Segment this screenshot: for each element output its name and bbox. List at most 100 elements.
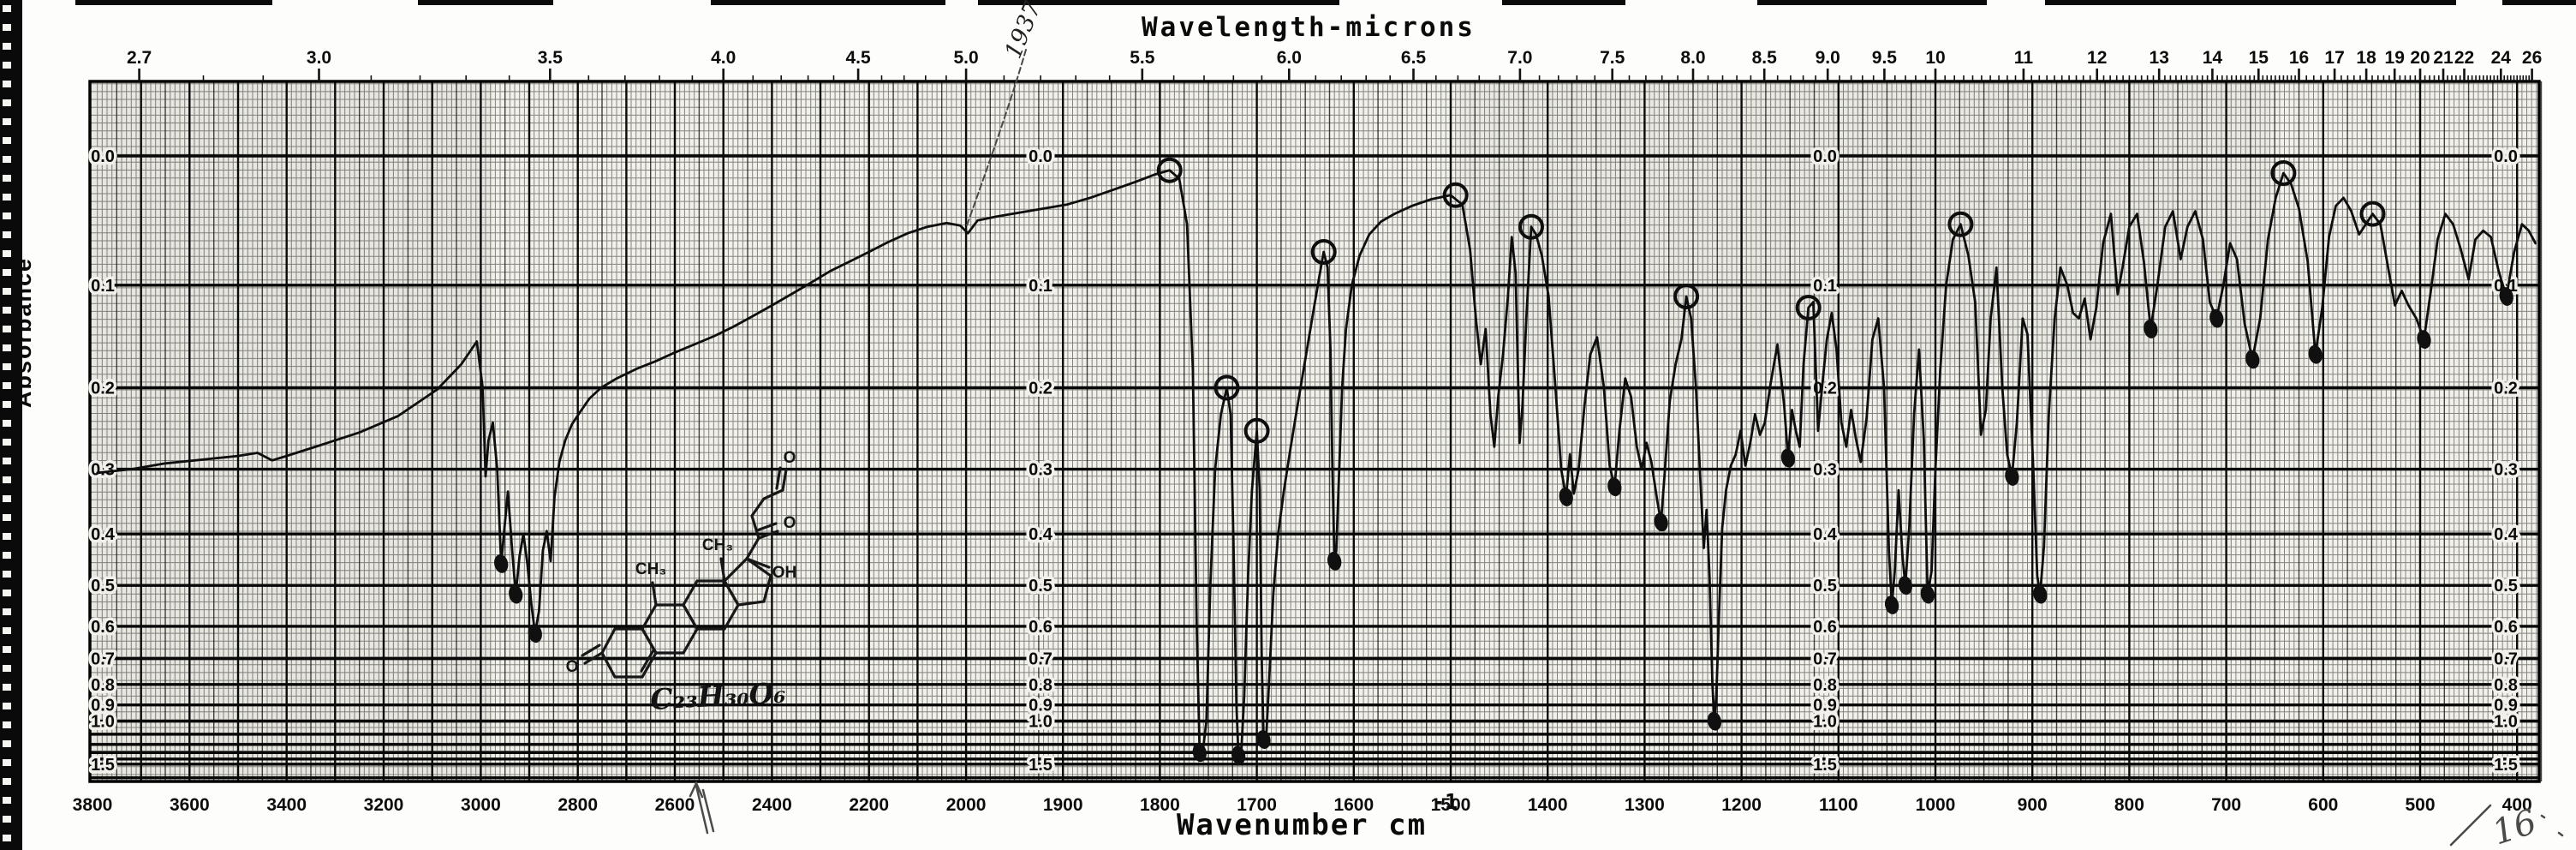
pen-ink-blob: [1898, 576, 1913, 596]
absorbance-tick-label-col3: 0.8: [1813, 676, 1837, 695]
absorbance-tick-label-col3: 0.0: [1813, 147, 1837, 166]
pen-ink-blob: [2245, 350, 2260, 369]
wavenumber-tick-label: 800: [2114, 795, 2144, 815]
wavelength-tick-label: 7.0: [1507, 48, 1532, 68]
absorbance-tick-label-col1: 0.9: [91, 697, 115, 715]
wavelength-tick-label: 17: [2324, 48, 2344, 68]
wavelength-tick-label: 18: [2356, 48, 2376, 68]
absorbance-tick-label-col2: 0.4: [1029, 525, 1053, 544]
wavenumber-tick-label: 900: [2018, 795, 2048, 815]
scan-top-bar-segment: [418, 0, 553, 5]
absorbance-tick-label-col1: 0.0: [91, 147, 115, 166]
wavelength-tick-label: 2.7: [127, 48, 152, 68]
circled-point-marker: [1310, 239, 1337, 265]
absorbance-tick-label-col2: 0.0: [1029, 147, 1052, 166]
wavenumber-tick-label: 3400: [266, 795, 307, 815]
structure-bond: [750, 488, 784, 540]
pen-ink-blob: [2209, 308, 2224, 328]
scan-left-strip-dash: [3, 590, 11, 596]
absorbance-tick-label-col4: 0.2: [2494, 380, 2518, 398]
wavenumber-tick-label: 1500: [1431, 795, 1471, 815]
absorbance-tick-label-col1: 0.2: [91, 380, 115, 398]
scan-left-strip-dash: [3, 665, 11, 672]
scan-left-strip-dash: [3, 740, 11, 747]
structure-ketone-o-label: O: [566, 658, 579, 676]
structure-bond: [581, 643, 604, 665]
wavenumber-tick-label: 2600: [655, 795, 695, 815]
absorbance-tick-label-col2: 0.8: [1029, 676, 1052, 695]
wavelength-major-ticks: [138, 69, 2533, 81]
wavelength-axis-title: Wavelength-microns: [1142, 12, 1476, 43]
scan-left-strip-dash: [3, 363, 11, 370]
wavelength-tick-label: 10: [1925, 48, 1945, 68]
wavelength-tick-label: 9.0: [1816, 48, 1840, 68]
absorbance-tick-label-col4: 0.0: [2494, 147, 2518, 166]
scan-left-strip-dash: [3, 326, 11, 332]
absorbance-tick-label-col3: 1.0: [1813, 713, 1837, 732]
absorbance-tick-label-col2: 0.6: [1029, 618, 1052, 637]
absorbance-tick-label-col3: 0.1: [1813, 277, 1837, 296]
wavenumber-tick-label: 1200: [1721, 795, 1762, 815]
annotation-leader-line: [965, 49, 1027, 229]
pen-ink-blob: [2308, 344, 2323, 364]
wavelength-tick-label: 21: [2433, 48, 2454, 68]
scan-left-strip-dash: [3, 797, 11, 804]
wavelength-tick-label: 9.5: [1872, 48, 1898, 68]
structure-bond: [723, 556, 772, 607]
pen-ink-blob: [1707, 711, 1722, 731]
absorbance-tick-label-col1: 0.5: [91, 577, 115, 596]
absorbance-tick-label-col2: 0.3: [1029, 461, 1052, 480]
circled-point-marker: [1442, 182, 1469, 208]
scan-left-strip-dash: [3, 552, 11, 559]
structure-bond: [719, 557, 726, 583]
scan-left-strip-dash: [3, 344, 11, 351]
scan-left-strip-dash: [3, 156, 11, 163]
absorbance-tick-label-col1: 0.7: [91, 650, 115, 669]
structure-bond: [755, 522, 779, 540]
pen-ink-blob: [528, 624, 542, 643]
wavelength-tick-label: 24: [2491, 48, 2512, 68]
pen-ink-blob: [509, 584, 523, 604]
pen-ink-blob: [1654, 512, 1668, 532]
absorbance-tick-label-col4: 0.6: [2494, 618, 2518, 637]
scan-left-strip-dash: [3, 533, 11, 540]
scan-top-bar-segment: [711, 0, 945, 5]
wavelength-tick-label: 5.0: [953, 48, 978, 68]
wavenumber-tick-label: 2800: [558, 795, 598, 815]
structure-bond: [745, 557, 771, 569]
wavelength-tick-label: 13: [2150, 48, 2169, 68]
absorbance-tick-label-col3: 0.2: [1813, 380, 1837, 398]
wavelength-tick-label: 8.5: [1752, 48, 1778, 68]
scan-left-strip-dash: [3, 81, 11, 87]
wavenumber-tick-label: 2400: [752, 795, 792, 815]
scan-top-bar-segment: [978, 0, 1339, 5]
absorbance-tick-label-col1: 1.5: [91, 756, 115, 775]
wavelength-tick-label: 20: [2410, 48, 2430, 68]
absorbance-tick-label-col4: 0.8: [2494, 676, 2518, 695]
absorbance-tick-label-col4: 0.9: [2494, 697, 2518, 715]
wavelength-tick-label: 4.5: [845, 48, 871, 68]
scan-left-strip-dash: [3, 495, 11, 502]
circled-point-marker: [1673, 284, 1700, 309]
wavelength-tick-label: 6.0: [1277, 48, 1302, 68]
circled-point-marker: [2270, 160, 2297, 186]
circled-point-marker: [1947, 211, 1974, 237]
absorbance-tick-label-col1: 0.8: [91, 676, 115, 695]
pen-ink-blob: [494, 554, 509, 573]
wavenumber-tick-label: 1900: [1043, 795, 1083, 815]
scan-left-strip-dash: [3, 269, 11, 276]
wavenumber-tick-label: 1400: [1528, 795, 1568, 815]
scan-left-strip-dash: [3, 703, 11, 709]
structure-carbonyl-o-label: O: [784, 514, 796, 532]
structure-acetyl-o-label: O: [784, 449, 796, 467]
scan-left-strip-dash: [3, 608, 11, 615]
structure-bond: [640, 649, 655, 673]
scan-top-bar-segment: [75, 0, 272, 5]
scan-left-strip-dash: [3, 43, 11, 50]
absorbance-tick-label-col3: 0.7: [1813, 650, 1837, 669]
absorbance-tick-label-col2: 1.5: [1029, 756, 1052, 775]
spectrum-trace: [96, 169, 2537, 757]
absorbance-tick-label-col3: 0.3: [1813, 461, 1837, 480]
scan-left-strip-dash: [3, 514, 11, 521]
